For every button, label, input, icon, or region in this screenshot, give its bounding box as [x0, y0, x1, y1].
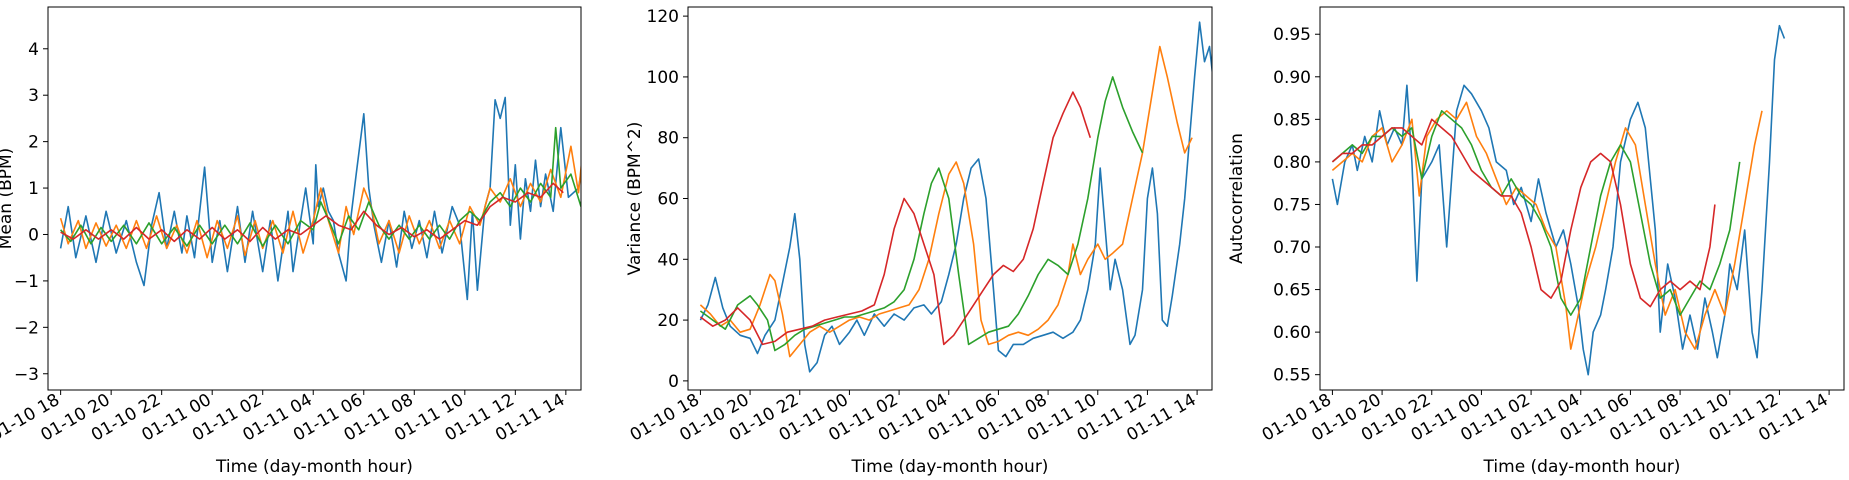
y-tick-label: 0.55	[1273, 366, 1311, 386]
series-line-2	[699, 45, 1193, 358]
series-line-3	[699, 76, 1144, 352]
y-tick-label: −2	[14, 318, 39, 338]
y-tick-label: 0.85	[1273, 110, 1311, 130]
y-tick-label: 60	[657, 190, 679, 210]
y-tick-label: −3	[14, 365, 39, 385]
y-tick-label: 4	[28, 40, 39, 60]
series-line-1	[699, 21, 1212, 373]
series-line-4	[699, 91, 1092, 346]
y-tick-label: 0.90	[1273, 68, 1311, 88]
x-axis-label: Time (day-month hour)	[215, 457, 413, 477]
series-line-2	[59, 145, 581, 259]
y-tick-label: 0.65	[1273, 281, 1311, 301]
y-tick-label: 1	[28, 179, 39, 199]
y-tick-label: 0.70	[1273, 238, 1311, 258]
y-tick-label: 0.75	[1273, 195, 1311, 215]
series-line-3	[59, 126, 581, 247]
axes-frame	[47, 6, 582, 391]
y-tick-label: 40	[657, 250, 679, 270]
series-line-4	[60, 182, 564, 243]
x-axis-label: Time (day-month hour)	[1483, 457, 1681, 477]
y-tick-label: 0	[28, 225, 39, 245]
chart-panel-3: 0.550.600.650.700.750.800.850.900.9501-1…	[1227, 6, 1845, 477]
series-line-4	[1331, 118, 1716, 308]
y-tick-label: 3	[28, 86, 39, 106]
y-tick-label: 0.80	[1273, 153, 1311, 173]
axes-frame	[1319, 6, 1845, 391]
series-line-3	[1331, 110, 1741, 316]
series-line-2	[1331, 101, 1763, 350]
y-tick-label: 100	[647, 68, 679, 88]
y-tick-label: 120	[647, 7, 679, 27]
y-tick-label: 0	[668, 372, 679, 392]
y-tick-label: 80	[657, 129, 679, 149]
x-axis-label: Time (day-month hour)	[851, 457, 1049, 477]
y-tick-label: 0.95	[1273, 25, 1311, 45]
y-axis-label: Autocorrelation	[1227, 133, 1247, 264]
y-axis-label: Mean (BPM)	[0, 148, 16, 250]
y-tick-label: −1	[14, 272, 39, 292]
y-axis-label: Variance (BPM^2)	[625, 122, 645, 276]
y-tick-label: 2	[28, 133, 39, 153]
y-tick-label: 0.60	[1273, 323, 1311, 343]
series-line-1	[1331, 24, 1786, 376]
series-line-1	[59, 96, 581, 301]
y-tick-label: 20	[657, 311, 679, 331]
